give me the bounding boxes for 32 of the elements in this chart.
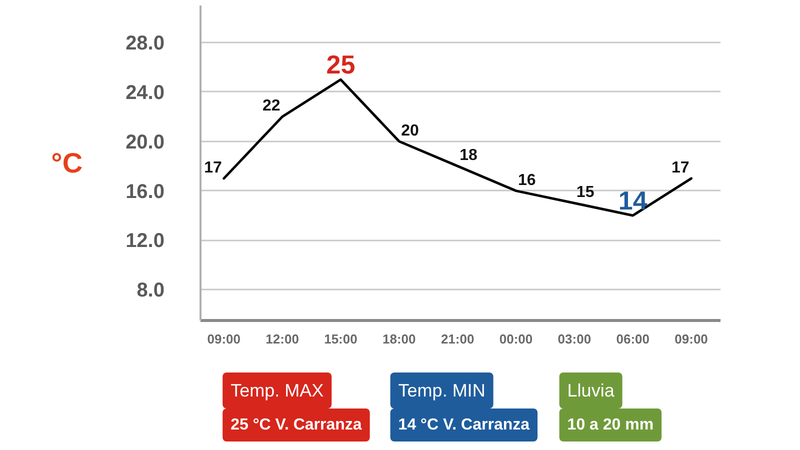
text: 10 a 20 mm	[567, 416, 654, 434]
text: Temp. MIN	[398, 380, 486, 400]
y-tick-label: 16.0	[126, 180, 165, 203]
line-series	[222, 78, 693, 217]
data-label: 14	[618, 186, 648, 216]
y-tick-label: 12.0	[126, 230, 165, 252]
data-label: 20	[401, 122, 420, 140]
x-tick-label: 18:00	[382, 332, 416, 346]
x-tick-label: 12:00	[266, 332, 299, 346]
data-label: 16	[518, 172, 536, 189]
x-tick-label: 15:00	[324, 332, 358, 346]
x-tick-label: 03:00	[558, 332, 592, 346]
data-label: 18	[460, 147, 478, 164]
x-tick-label: 00:00	[499, 332, 533, 346]
x-tick-label: 21:00	[440, 332, 474, 346]
y-tick-label: 28.0	[126, 32, 165, 55]
data-label: 15	[576, 184, 594, 202]
x-tick-label: 09:00	[674, 332, 708, 346]
x-tick-label: 09:00	[207, 332, 240, 346]
text: Temp. MAX	[230, 380, 324, 400]
text: Lluvia	[567, 380, 616, 400]
y-tick-label: 20.0	[126, 131, 165, 154]
x-tick-label: 06:00	[616, 332, 650, 346]
data-label: 17	[671, 159, 690, 176]
text: 25 °C V. Carranza	[230, 416, 362, 434]
y-tick-label: 24.0	[126, 82, 165, 104]
data-label: 22	[262, 98, 280, 115]
data-label: 17	[204, 159, 222, 176]
text: 14 °C V. Carranza	[398, 416, 530, 434]
y-axis-title: °C	[51, 148, 83, 178]
data-label: 25	[326, 50, 356, 80]
y-tick-label: 8.0	[136, 280, 165, 302]
